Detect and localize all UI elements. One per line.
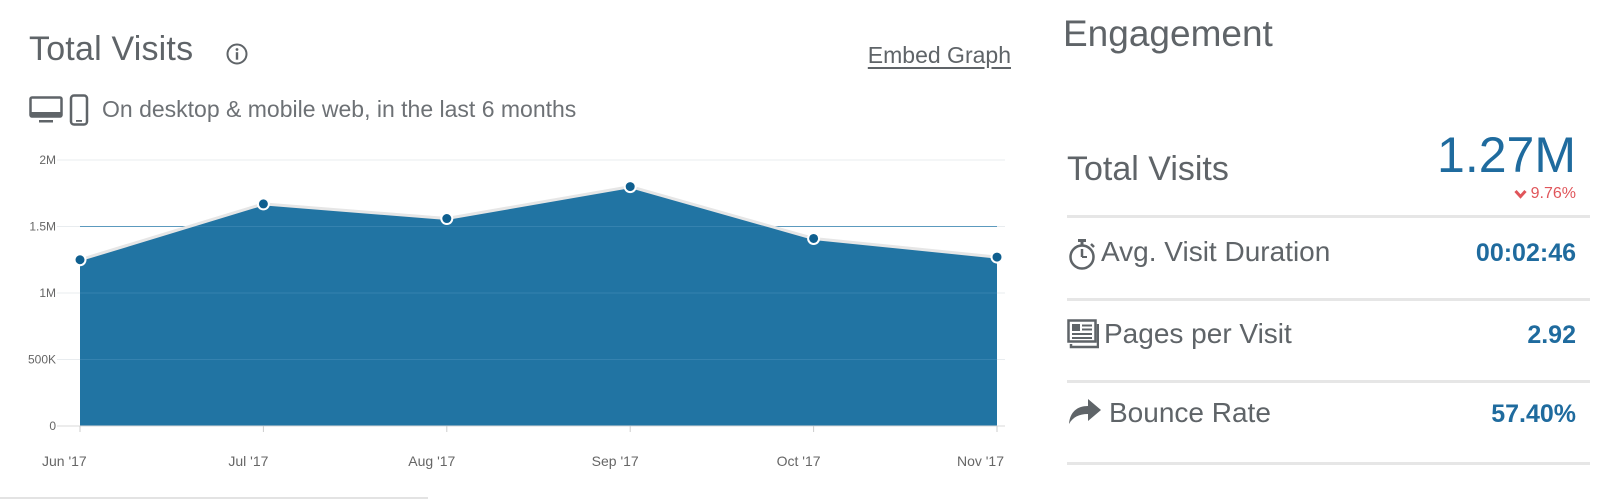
x-tick-label: Jul '17 [228,453,268,469]
data-point [807,231,821,245]
data-point [440,212,454,226]
x-tick-label: Nov '17 [957,453,1004,469]
data-point [623,180,637,194]
embed-graph-link[interactable]: Embed Graph [867,42,1011,68]
visits-chart: 0 500K 1M 1.5M 2M Jun '17 Jul '17 Aug '17 Sep '1… [28,153,1005,469]
total-visits-change: 9.76% [1514,185,1576,203]
data-point [256,197,270,211]
total-visits-label: Total Visits [1067,150,1229,188]
metric-bounce-rate: Bounce Rate 57.40% [1067,383,1590,465]
pages-icon [1067,319,1099,349]
total-visits-value: 1.27M [1437,127,1576,183]
stopwatch-icon [1069,239,1095,270]
pages-per-visit-label: Pages per Visit [1104,318,1292,349]
y-tick-label: 1.5M [29,220,56,234]
mobile-icon [69,94,89,126]
avg-visit-duration-value: 00:02:46 [1475,239,1576,267]
y-tick-label: 500K [28,353,56,367]
data-point [73,253,87,267]
x-tick-label: Jun '17 [42,453,87,469]
bounce-arrow-icon [1069,399,1101,424]
x-tick-label: Aug '17 [408,453,455,469]
info-icon[interactable] [226,43,248,65]
metric-pages-per-visit: Pages per Visit 2.92 [1067,301,1590,383]
data-point [990,250,1004,264]
desktop-icon [29,96,63,123]
bounce-rate-value: 57.40% [1491,400,1576,428]
engagement-title: Engagement [1063,13,1273,54]
series-line [79,185,998,262]
divider [0,497,428,499]
x-tick-label: Sep '17 [592,453,639,469]
chart-subtitle: On desktop & mobile web, in the last 6 m… [102,96,577,122]
area-fill [80,186,997,426]
x-tick-label: Oct '17 [777,453,821,469]
avg-visit-duration-label: Avg. Visit Duration [1101,236,1331,267]
bounce-rate-label: Bounce Rate [1109,397,1271,428]
pages-per-visit-value: 2.92 [1527,321,1576,349]
y-tick-label: 1M [39,286,56,300]
total-visits-change-value: 9.76% [1530,185,1576,202]
metric-total-visits: Total Visits 1.27M 9.76% [1067,130,1590,218]
y-tick-label: 2M [39,153,56,167]
metric-avg-visit-duration: Avg. Visit Duration 00:02:46 [1067,218,1590,301]
page-title: Total Visits [29,30,194,68]
y-tick-label: 0 [49,419,56,433]
chevron-down-icon [1514,189,1527,199]
